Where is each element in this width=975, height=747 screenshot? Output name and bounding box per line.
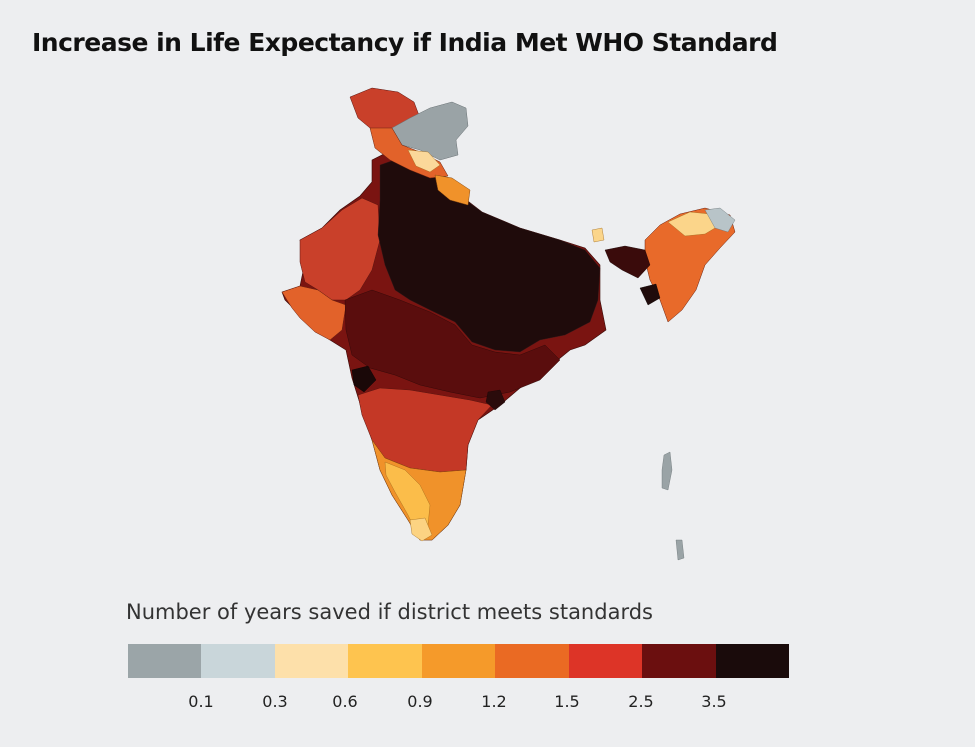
map-tripura [639, 283, 661, 306]
legend-swatch-8 [642, 644, 716, 678]
map-andaman [661, 451, 673, 491]
legend-swatch-9 [715, 644, 789, 678]
legend-swatch-6 [495, 644, 569, 678]
legend-tick: 1.2 [481, 692, 507, 711]
legend-swatch-3 [274, 644, 349, 678]
map-east-patch [485, 389, 506, 411]
legend-swatch-4 [348, 644, 422, 678]
map-central-band [344, 289, 561, 399]
map-west-patch [351, 365, 377, 393]
map-northeast-dark [604, 245, 651, 279]
legend-color-bar [128, 644, 789, 678]
legend-title: Number of years saved if district meets … [126, 600, 653, 624]
legend-tick: 3.5 [701, 692, 727, 711]
legend-tick: 1.5 [554, 692, 580, 711]
legend-tick: 0.9 [407, 692, 433, 711]
legend-swatch-5 [421, 644, 496, 678]
legend-tick: 0.3 [262, 692, 288, 711]
map-uttarakhand [434, 174, 471, 206]
map-northeast-grey [704, 207, 736, 233]
legend-tick: 0.6 [332, 692, 358, 711]
legend-ticks: 0.1 0.3 0.6 0.9 1.2 1.5 2.5 3.5 [0, 692, 975, 716]
map-south-tip [409, 517, 433, 542]
map-sikkim [591, 227, 605, 243]
legend-tick: 0.1 [188, 692, 214, 711]
map-ladakh [391, 101, 469, 161]
map-himachal-light [407, 149, 441, 173]
legend-swatch-2 [201, 644, 275, 678]
legend-swatch-7 [568, 644, 643, 678]
map-gujarat [281, 285, 347, 341]
legend-swatch-1 [128, 644, 202, 678]
legend-tick: 2.5 [628, 692, 654, 711]
page-title: Increase in Life Expectancy if India Met… [32, 28, 778, 57]
map-west-region [299, 197, 381, 301]
map-nicobar [675, 539, 685, 561]
india-district-map [281, 87, 736, 561]
